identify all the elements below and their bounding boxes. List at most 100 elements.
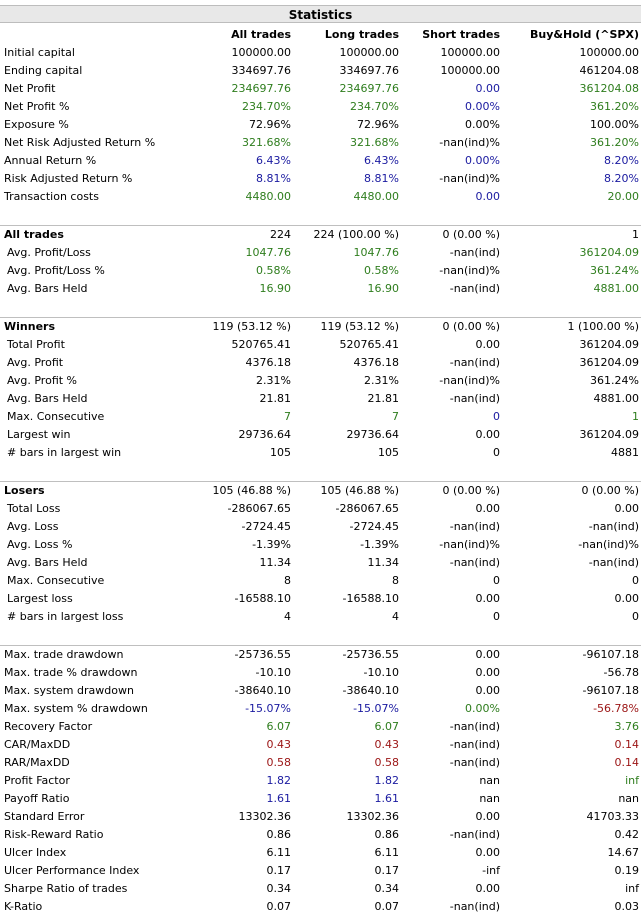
table-row: Avg. Bars Held 11.34 11.34 -nan(ind) -nan(in…: [0, 554, 641, 572]
statistics-header: All trades Long trades Short trades Buy&…: [0, 26, 641, 44]
table-row: Avg. Profit/Loss % 0.58% 0.58% -nan(ind)% 36…: [0, 262, 641, 280]
cell-all-trades: 1.82: [266, 774, 292, 787]
cell-short-trades: -inf: [482, 864, 500, 877]
cell-short-trades: -nan(ind)%: [439, 264, 500, 277]
cell-short-trades: -nan(ind): [449, 282, 500, 295]
cell-all-trades: -38640.10: [234, 684, 291, 697]
cell-buy-and-hold: 4881: [611, 446, 639, 459]
divider-line: [0, 462, 641, 482]
table-row: Net Risk Adjusted Return % 321.68% 321.68%…: [0, 134, 641, 152]
table-row: Profit Factor 1.82 1.82 nan inf: [0, 772, 641, 790]
cell-short-trades: 0.00: [475, 666, 501, 679]
row-label: Avg. Loss %: [7, 538, 73, 551]
cell-short-trades: -nan(ind): [449, 900, 500, 913]
row-label: Avg. Loss: [7, 520, 59, 533]
cell-short-trades: 0.00: [475, 338, 501, 351]
table-row: K-Ratio 0.07 0.07 -nan(ind) 0.03: [0, 898, 641, 916]
table-row: Risk-Reward Ratio 0.86 0.86 -nan(ind) 0.42: [0, 826, 641, 844]
cell-short-trades: -nan(ind)%: [439, 374, 500, 387]
cell-buy-and-hold: 0: [632, 610, 639, 623]
cell-long-trades: -1.39%: [360, 538, 399, 551]
row-label: Annual Return %: [4, 154, 97, 167]
cell-long-trades: 8.81%: [364, 172, 399, 185]
cell-all-trades: -10.10: [255, 666, 291, 679]
cell-long-trades: 4480.00: [353, 190, 400, 203]
header-long-trades: Long trades: [324, 28, 399, 41]
cell-long-trades: 234697.76: [339, 82, 400, 95]
cell-long-trades: 7: [392, 410, 399, 423]
cell-all-trades: 6.07: [266, 720, 292, 733]
cell-buy-and-hold: -56.78: [603, 666, 639, 679]
section-heading: Winners: [4, 320, 55, 333]
cell-long-trades: 0.58%: [364, 264, 399, 277]
cell-all-trades: 234.70%: [242, 100, 291, 113]
row-label: Risk Adjusted Return %: [4, 172, 133, 185]
table-row: CAR/MaxDD 0.43 0.43 -nan(ind) 0.14: [0, 736, 641, 754]
cell-short-trades: 0.00: [475, 502, 501, 515]
cell-all-trades: 6.11: [266, 846, 292, 859]
header-row: All trades Long trades Short trades Buy&…: [0, 26, 641, 44]
cell-short-trades: 0.00%: [465, 118, 500, 131]
cell-buy-and-hold: -nan(ind)%: [578, 538, 639, 551]
row-label: Max. system drawdown: [4, 684, 134, 697]
cell-all-trades: 224: [270, 228, 291, 241]
cell-long-trades: -10.10: [363, 666, 399, 679]
cell-short-trades: 0.00: [475, 846, 501, 859]
cell-buy-and-hold: 0.14: [614, 756, 640, 769]
cell-long-trades: 0.07: [374, 900, 400, 913]
cell-long-trades: 6.07: [374, 720, 400, 733]
cell-short-trades: -nan(ind): [449, 392, 500, 405]
cell-buy-and-hold: inf: [625, 774, 639, 787]
row-label: Avg. Profit: [7, 356, 64, 369]
statistics-body: Initial capital 100000.00 100000.00 100000.…: [0, 44, 641, 916]
cell-long-trades: 21.81: [367, 392, 400, 405]
row-label: Max. trade drawdown: [4, 648, 124, 661]
row-label: Ulcer Performance Index: [4, 864, 140, 877]
cell-long-trades: -2724.45: [349, 520, 399, 533]
cell-buy-and-hold: -96107.18: [582, 648, 639, 661]
cell-short-trades: 0: [493, 574, 500, 587]
header-short-trades: Short trades: [422, 28, 500, 41]
cell-buy-and-hold: -nan(ind): [588, 556, 639, 569]
cell-short-trades: 0.00: [475, 648, 501, 661]
cell-all-trades: 0.86: [266, 828, 292, 841]
row-label: Ulcer Index: [4, 846, 67, 859]
cell-long-trades: 224 (100.00 %): [313, 228, 399, 241]
cell-all-trades: 8: [284, 574, 291, 587]
table-row: Recovery Factor 6.07 6.07 -nan(ind) 3.76: [0, 718, 641, 736]
cell-long-trades: 100000.00: [339, 46, 400, 59]
cell-buy-and-hold: 1: [632, 228, 639, 241]
cell-buy-and-hold: -nan(ind): [588, 520, 639, 533]
divider-line: [0, 298, 641, 318]
cell-short-trades: -nan(ind): [449, 356, 500, 369]
section-divider: [0, 206, 641, 226]
table-row: Largest loss -16588.10 -16588.10 0.00 0.00: [0, 590, 641, 608]
cell-short-trades: -nan(ind): [449, 246, 500, 259]
statistics-table: All trades Long trades Short trades Buy&…: [0, 26, 641, 916]
row-label: RAR/MaxDD: [4, 756, 70, 769]
table-row: Max. system % drawdown -15.07% -15.07% 0.00…: [0, 700, 641, 718]
cell-long-trades: 105: [378, 446, 399, 459]
header-buy-and-hold: Buy&Hold (^SPX): [530, 28, 639, 41]
header-label-column: [0, 26, 193, 44]
table-row: All trades 224 224 (100.00 %) 0 (0.00 %) 1: [0, 226, 641, 245]
cell-long-trades: -25736.55: [342, 648, 399, 661]
cell-short-trades: 0.00%: [465, 154, 500, 167]
cell-buy-and-hold: 361204.09: [579, 338, 640, 351]
row-label: CAR/MaxDD: [4, 738, 71, 751]
table-row: # bars in largest win 105 105 0 4881: [0, 444, 641, 462]
cell-all-trades: 0.34: [266, 882, 292, 895]
cell-buy-and-hold: 0.42: [614, 828, 640, 841]
cell-all-trades: 1.61: [266, 792, 292, 805]
row-label: # bars in largest win: [7, 446, 122, 459]
cell-all-trades: 520765.41: [231, 338, 292, 351]
cell-short-trades: nan: [479, 792, 500, 805]
table-row: Max. Consecutive 7 7 0 1: [0, 408, 641, 426]
row-label: Recovery Factor: [4, 720, 93, 733]
cell-all-trades: 29736.64: [238, 428, 292, 441]
cell-short-trades: -nan(ind): [449, 828, 500, 841]
table-row: Avg. Bars Held 16.90 16.90 -nan(ind) 4881.00: [0, 280, 641, 298]
row-label: Avg. Bars Held: [7, 282, 88, 295]
cell-all-trades: -25736.55: [234, 648, 291, 661]
cell-all-trades: 11.34: [259, 556, 292, 569]
